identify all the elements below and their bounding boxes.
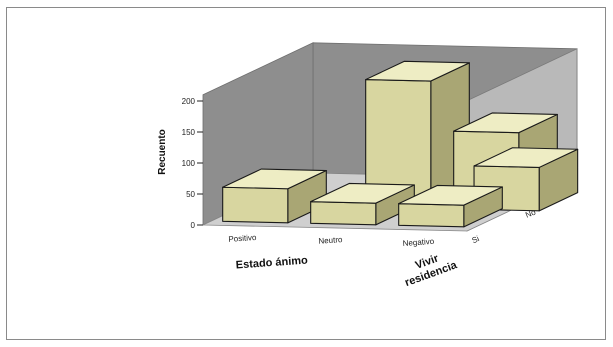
y-tick-label-100: 100 xyxy=(182,159,196,168)
z-tick-label-no: No xyxy=(524,207,537,219)
y-tick-label-200: 200 xyxy=(182,97,196,106)
bar-top xyxy=(473,147,579,168)
bar-top xyxy=(310,182,415,204)
y-axis-ticks: 0 50 100 150 200 xyxy=(182,97,203,230)
x-axis-title: Estado ánimo xyxy=(235,254,308,271)
bar-top xyxy=(453,112,558,134)
y-tick-label-50: 50 xyxy=(186,190,195,199)
bar-front xyxy=(365,79,432,200)
bar-top xyxy=(398,184,503,206)
bar-front xyxy=(398,203,465,228)
x-tick-label-positivo: Positivo xyxy=(228,233,257,244)
bar-top xyxy=(365,60,470,82)
y-tick-label-0: 0 xyxy=(191,221,196,230)
bar-top xyxy=(222,168,327,190)
bar-front xyxy=(310,201,377,226)
bar-positivo-si xyxy=(222,168,327,224)
bar-front xyxy=(222,186,289,224)
bar-neutro-si xyxy=(310,182,415,226)
y-tick-label-150: 150 xyxy=(182,128,196,137)
y-axis-title: Recuento xyxy=(157,129,168,175)
x-tick-label-negativo: Negativo xyxy=(402,237,435,248)
z-tick-label-si: Si xyxy=(471,234,481,245)
bar-negativo-si xyxy=(398,184,503,228)
x-tick-label-neutro: Neutro xyxy=(318,235,343,246)
bars xyxy=(222,60,579,228)
